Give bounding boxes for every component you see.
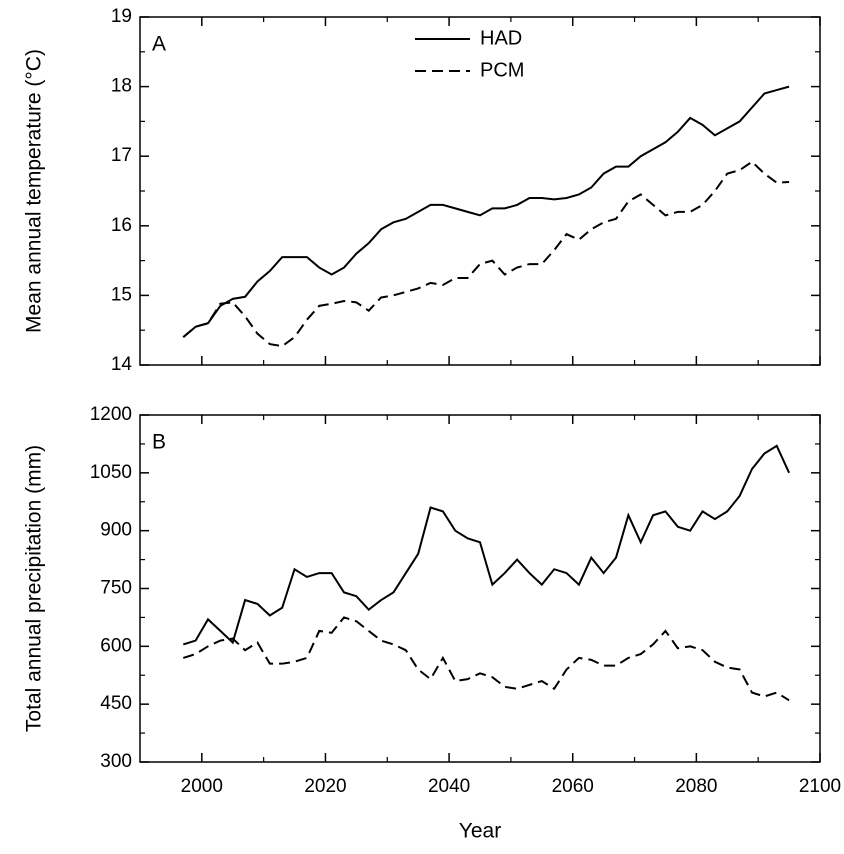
x-tick-label: 2040 — [428, 776, 470, 797]
y-axis-label: Mean annual temperature (°C) — [23, 49, 46, 333]
y-tick-label: 14 — [111, 354, 133, 375]
y-tick-label: 450 — [100, 693, 132, 714]
y-tick-label: 900 — [100, 520, 132, 541]
y-tick-label: 19 — [111, 6, 132, 27]
x-tick-label: 2100 — [799, 776, 841, 797]
y-tick-label: 16 — [111, 215, 132, 236]
data-line — [182, 444, 791, 646]
y-tick-label: 300 — [100, 751, 132, 772]
x-axis-label: Year — [459, 820, 501, 843]
y-tick-label: 1200 — [90, 404, 132, 425]
x-tick-label: 2000 — [181, 776, 223, 797]
y-tick-label: 18 — [111, 76, 132, 97]
x-tick-label: 2020 — [304, 776, 346, 797]
panel-letter: A — [152, 33, 166, 56]
data-line — [182, 85, 790, 338]
y-tick-label: 600 — [100, 635, 132, 656]
y-tick-label: 1050 — [90, 462, 132, 483]
y-tick-label: 15 — [111, 284, 132, 305]
plot-frame — [139, 414, 821, 763]
legend-label: HAD — [480, 27, 522, 49]
data-line — [182, 160, 790, 348]
x-tick-label: 2060 — [552, 776, 594, 797]
panel-letter: B — [152, 431, 166, 454]
data-line — [182, 616, 790, 702]
x-tick-label: 2080 — [675, 776, 717, 797]
legend-label: PCM — [480, 59, 524, 81]
y-tick-label: 17 — [111, 145, 132, 166]
y-axis-label: Total annual precipitation (mm) — [23, 445, 46, 732]
y-tick-label: 750 — [100, 578, 132, 599]
